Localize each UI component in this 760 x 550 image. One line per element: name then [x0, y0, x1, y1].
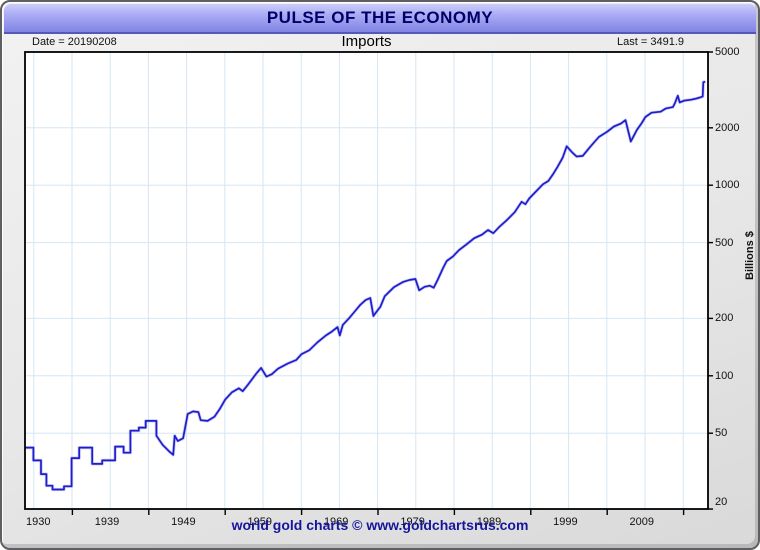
y-tick-label: 1000: [715, 179, 740, 192]
y-tick-label: 2000: [715, 121, 740, 134]
y-tick-label: 200: [715, 312, 734, 325]
x-tick-label: 1939: [94, 516, 120, 528]
plot-background: [25, 52, 708, 509]
last-value-label: Last = 3491.9: [617, 36, 684, 48]
y-tick-label: 500: [715, 236, 734, 249]
y-tick-label: 100: [715, 369, 734, 382]
plot-border: [24, 51, 709, 510]
x-tick-label: 1989: [476, 516, 502, 528]
x-tick-label: 1999: [553, 516, 578, 528]
page-title: PULSE OF THE ECONOMY: [266, 8, 494, 27]
y-tick-label: 5000: [715, 46, 740, 58]
x-tick-label: 1969: [323, 516, 349, 528]
x-tick-label: 1959: [247, 516, 273, 528]
x-tick-label: 1949: [171, 516, 196, 528]
y-axis-title: Billions $: [744, 231, 756, 280]
chart-subheader: Date = 20190208 Imports Last = 3491.9: [2, 33, 758, 52]
y-tick-label: 50: [715, 427, 728, 440]
date-label: Date = 20190208: [32, 36, 117, 48]
imports-series-line: [25, 80, 706, 491]
y-tick-label: 20: [715, 496, 728, 508]
x-tick-label: 1979: [400, 516, 425, 528]
footer-credit: world gold charts © www.goldchartsrus.co…: [231, 517, 529, 533]
chart-title: Imports: [341, 33, 392, 50]
x-tick-label: 1930: [26, 516, 51, 528]
x-tick-label: 2009: [629, 516, 655, 528]
title-bar: PULSE OF THE ECONOMY: [4, 4, 756, 34]
